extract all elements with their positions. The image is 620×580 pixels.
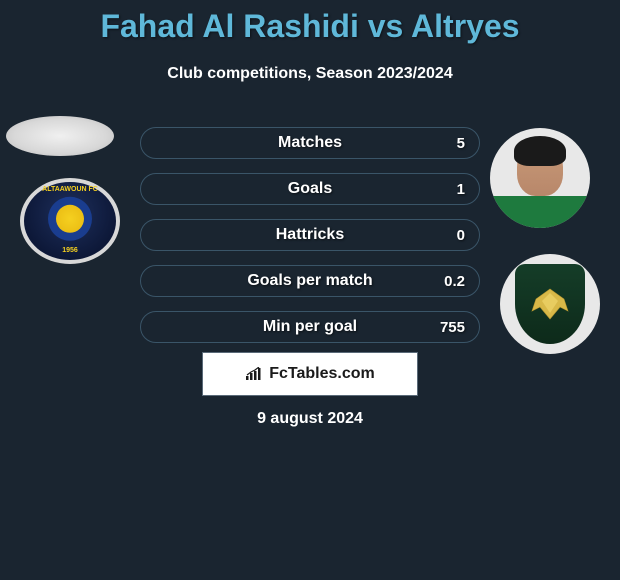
chart-icon bbox=[245, 367, 263, 381]
stat-row: Goals per match 0.2 bbox=[140, 265, 480, 297]
stat-value-right: 1 bbox=[457, 174, 465, 204]
stat-label: Goals bbox=[288, 180, 332, 198]
subtitle: Club competitions, Season 2023/2024 bbox=[0, 65, 620, 83]
stat-row: Hattricks 0 bbox=[140, 219, 480, 251]
watermark: FcTables.com bbox=[202, 352, 418, 396]
stat-value-right: 5 bbox=[457, 128, 465, 158]
stat-label: Min per goal bbox=[263, 318, 357, 336]
stat-row: Matches 5 bbox=[140, 127, 480, 159]
stat-value-right: 755 bbox=[440, 312, 465, 342]
stat-label: Hattricks bbox=[276, 226, 344, 244]
comparison-card: Fahad Al Rashidi vs Altryes Club competi… bbox=[0, 0, 620, 580]
date-label: 9 august 2024 bbox=[257, 410, 363, 428]
watermark-text: FcTables.com bbox=[269, 365, 375, 383]
stat-label: Goals per match bbox=[247, 272, 372, 290]
stat-row: Goals 1 bbox=[140, 173, 480, 205]
stat-row: Min per goal 755 bbox=[140, 311, 480, 343]
stat-value-right: 0.2 bbox=[444, 266, 465, 296]
stats-area: Matches 5 Goals 1 Hattricks 0 Goals per match 0… bbox=[0, 127, 620, 367]
stat-value-right: 0 bbox=[457, 220, 465, 250]
page-title: Fahad Al Rashidi vs Altryes bbox=[0, 0, 620, 45]
stat-label: Matches bbox=[278, 134, 342, 152]
